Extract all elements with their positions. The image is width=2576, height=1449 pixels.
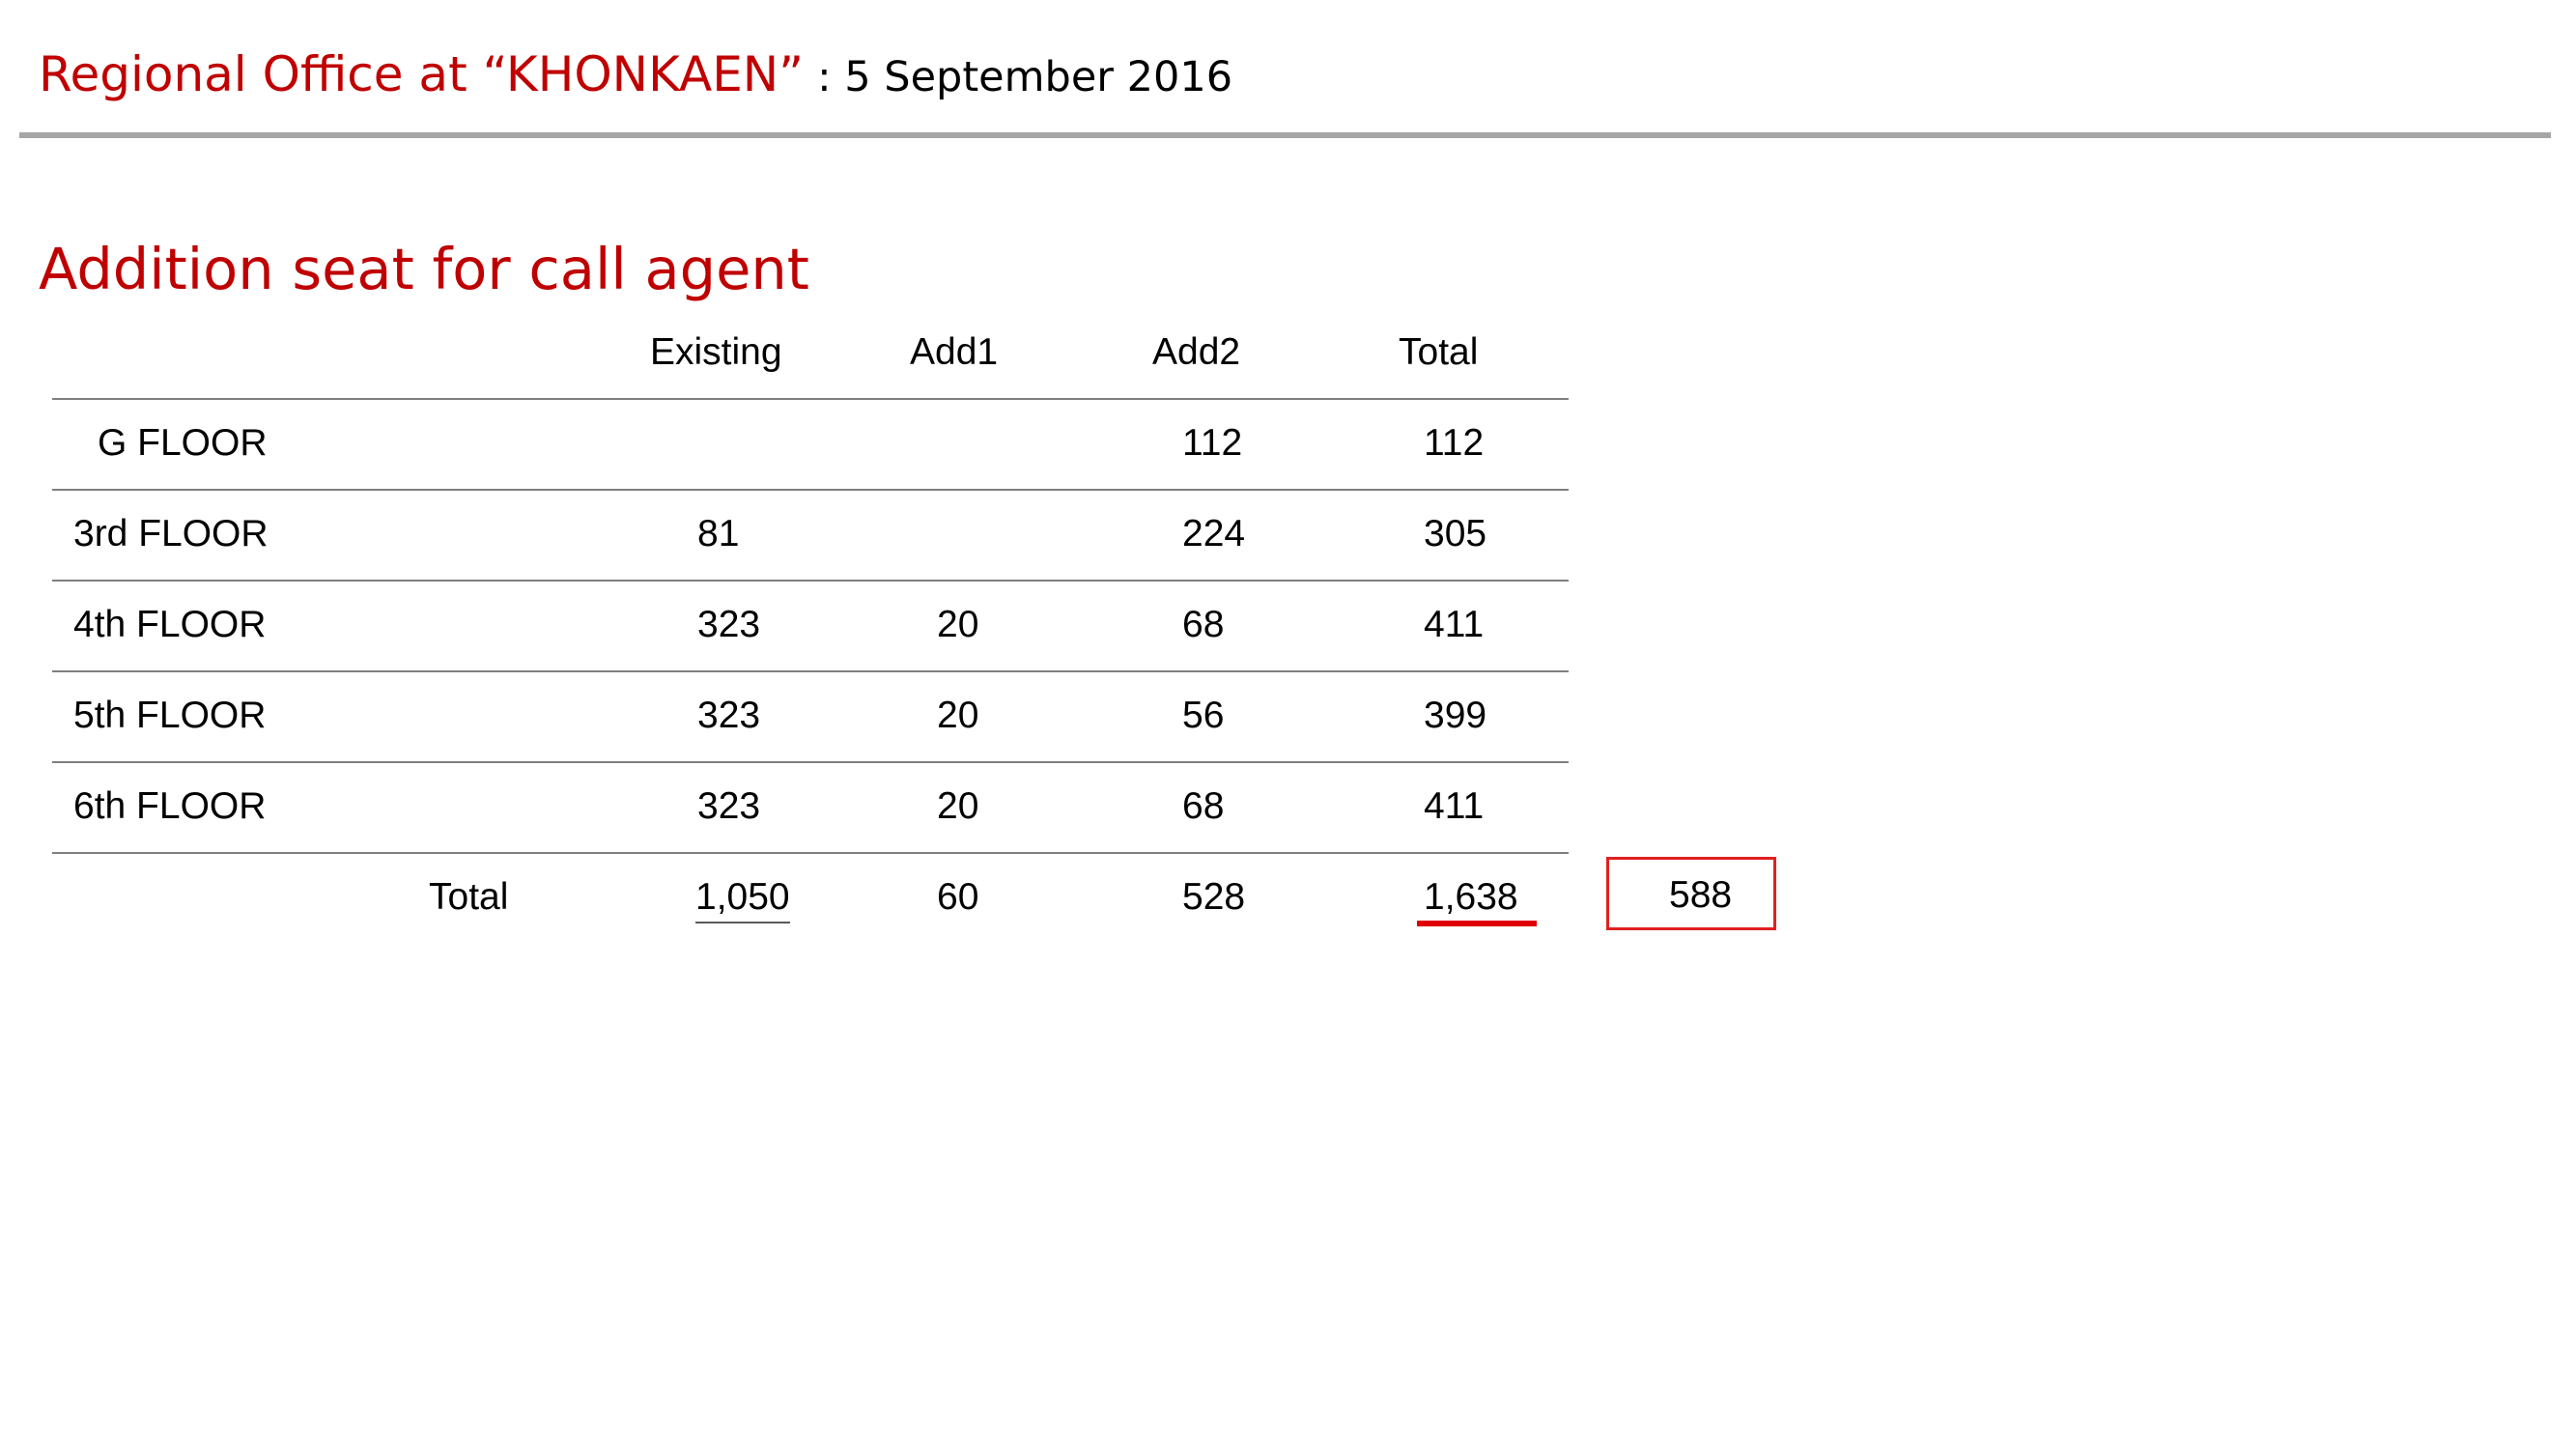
cell-add1: 20 [937, 604, 979, 645]
row-label: 4th FLOOR [73, 604, 267, 645]
cell-existing: 323 [697, 604, 761, 645]
cell-add1: 20 [937, 695, 979, 736]
cell-add2: 56 [1182, 695, 1225, 736]
row-label: 3rd FLOOR [73, 513, 269, 554]
header-divider [19, 132, 2551, 138]
row-divider [52, 580, 1569, 582]
cell-total: 411 [1424, 785, 1485, 827]
total-existing: 1,050 [695, 876, 790, 923]
cell-existing: 323 [697, 695, 761, 736]
section-title: Addition seat for call agent [39, 236, 809, 302]
header-date: : 5 September 2016 [817, 53, 1233, 101]
row-divider [52, 670, 1569, 672]
row-label: 6th FLOOR [73, 785, 267, 827]
total-grand: 1,638 [1424, 876, 1518, 918]
total-row-label: Total [429, 876, 509, 918]
column-header-add2: Add2 [1152, 331, 1241, 373]
row-divider [52, 398, 1569, 400]
cell-total: 399 [1424, 695, 1487, 736]
cell-total: 112 [1424, 422, 1485, 464]
difference-value: 588 [1669, 874, 1733, 916]
cell-total: 305 [1424, 513, 1487, 554]
column-header-total: Total [1399, 331, 1479, 373]
cell-add2: 112 [1182, 422, 1243, 464]
row-divider [52, 852, 1569, 854]
row-divider [52, 761, 1569, 763]
cell-add2: 68 [1182, 785, 1225, 827]
total-add1: 60 [937, 876, 979, 918]
cell-total: 411 [1424, 604, 1485, 645]
cell-existing: 81 [697, 513, 740, 554]
column-header-add1: Add1 [910, 331, 999, 373]
difference-box: 588 [1606, 857, 1776, 930]
row-label: G FLOOR [98, 422, 268, 464]
column-header-existing: Existing [650, 331, 782, 373]
page-header: Regional Office at “KHONKAEN”: 5 Septemb… [39, 46, 1232, 102]
cell-add2: 224 [1182, 513, 1246, 554]
row-divider [52, 489, 1569, 491]
row-label: 5th FLOOR [73, 695, 267, 736]
header-title: Regional Office at “KHONKAEN” [39, 46, 805, 102]
cell-existing: 323 [697, 785, 761, 827]
cell-add1: 20 [937, 785, 979, 827]
cell-add2: 68 [1182, 604, 1225, 645]
grand-total-highlight-underline [1417, 921, 1537, 926]
total-add2: 528 [1182, 876, 1246, 918]
